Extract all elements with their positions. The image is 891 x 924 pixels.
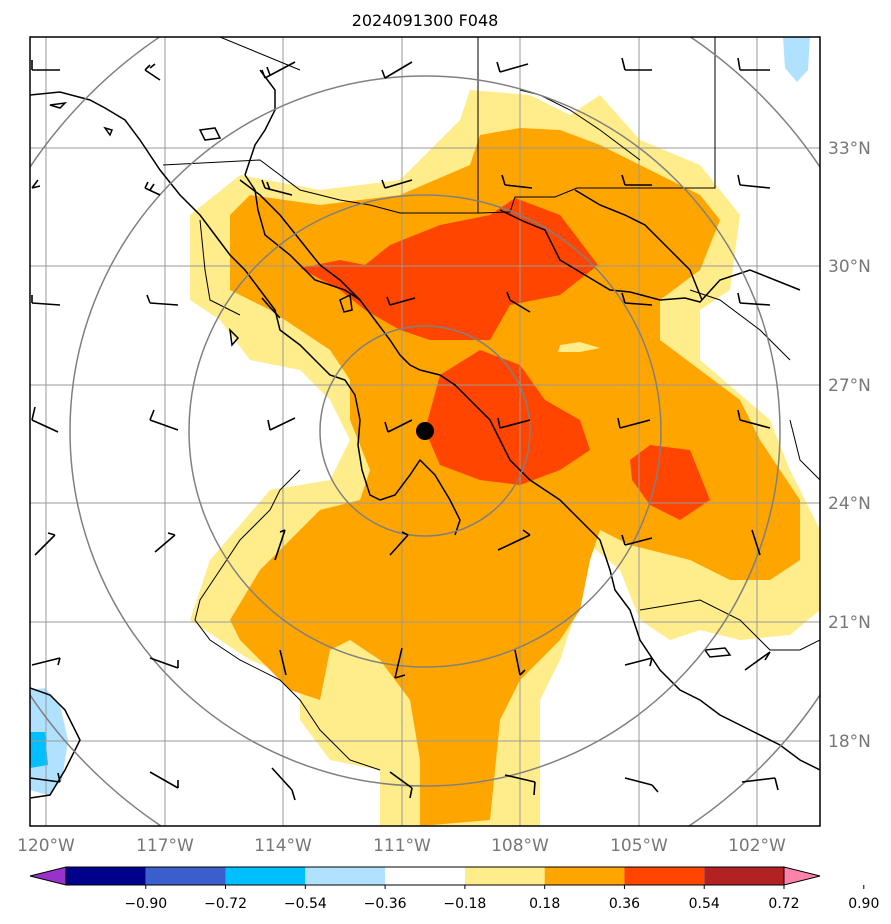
colorbar-left-extension: [29, 866, 67, 886]
map-frame: [29, 36, 821, 827]
colorbar-label: −0.72: [204, 896, 247, 912]
colorbar-label: 0.72: [768, 896, 799, 912]
political-borders: [162, 37, 820, 771]
colorbar-cell: [305, 867, 386, 885]
lon-label: 120°W: [17, 836, 75, 856]
colorbar: −0.90 −0.72 −0.54 −0.36 −0.18 0.18 0.36 0.54 0.7…: [29, 866, 879, 912]
lat-label: 27°N: [828, 376, 871, 396]
colorbar-label: −0.18: [443, 896, 486, 912]
coastlines: [30, 69, 820, 799]
lat-label: 18°N: [828, 732, 871, 752]
colorbar-cell: [385, 867, 465, 885]
lon-label: 111°W: [373, 836, 431, 856]
field-light-blue-north: [783, 37, 810, 82]
latitude-labels: 33°N 30°N 27°N 24°N 21°N 18°N: [828, 139, 871, 752]
colorbar-label: 0.90: [848, 896, 879, 912]
lat-label: 21°N: [828, 613, 871, 633]
colorbar-cell: [464, 867, 545, 885]
colorbar-cell: [704, 867, 784, 885]
longitude-labels: 120°W 117°W 114°W 111°W 108°W 105°W 102°…: [17, 836, 786, 856]
colorbar-label: 0.18: [529, 896, 560, 912]
lat-label: 24°N: [828, 494, 871, 514]
colorbar-cell: [145, 867, 226, 885]
lat-label: 30°N: [828, 257, 871, 277]
field-red-core-center: [425, 350, 590, 485]
field-blue-west: [30, 732, 48, 768]
colorbar-label: 0.36: [609, 896, 640, 912]
colorbar-label: −0.90: [124, 896, 167, 912]
lat-label: 33°N: [828, 139, 871, 159]
colorbar-cell: [225, 867, 306, 885]
field-red-core-north: [300, 198, 598, 340]
colorbar-right-extension: [783, 866, 821, 886]
colorbar-cell: [544, 867, 625, 885]
colorbar-label: 0.54: [689, 896, 720, 912]
map-title: 2024091300 F048: [352, 11, 499, 30]
lon-label: 117°W: [136, 836, 194, 856]
wind-barbs: [30, 57, 779, 801]
lon-label: 114°W: [254, 836, 312, 856]
colorbar-label: −0.36: [364, 896, 407, 912]
colorbar-cell: [624, 867, 705, 885]
lon-label: 102°W: [728, 836, 786, 856]
graticule: [30, 37, 820, 826]
lon-label: 105°W: [610, 836, 668, 856]
colorbar-cell: [66, 867, 146, 885]
field-yellow-streak: [558, 342, 600, 352]
storm-center-marker: [416, 422, 434, 440]
lon-label: 108°W: [491, 836, 549, 856]
colorbar-label: −0.54: [284, 896, 327, 912]
